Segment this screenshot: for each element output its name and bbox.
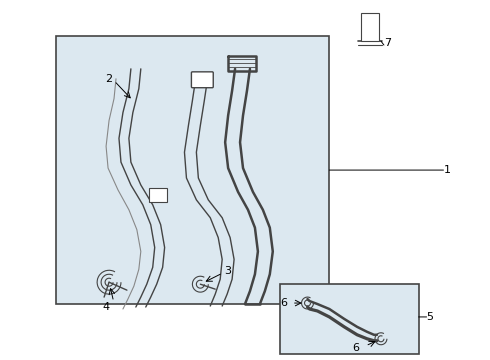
FancyBboxPatch shape [192,72,213,88]
Bar [361,13,379,41]
Text: 3: 3 [224,266,231,276]
Text: 6: 6 [352,343,359,353]
Text: 7: 7 [384,38,391,48]
Text: 2: 2 [105,74,113,84]
Bar [149,188,167,202]
Bar [280,284,418,354]
Text: 4: 4 [102,302,110,312]
Bar [56,36,329,304]
Text: 6: 6 [281,298,288,308]
Text: 5: 5 [427,312,434,322]
Text: 1: 1 [443,165,450,175]
